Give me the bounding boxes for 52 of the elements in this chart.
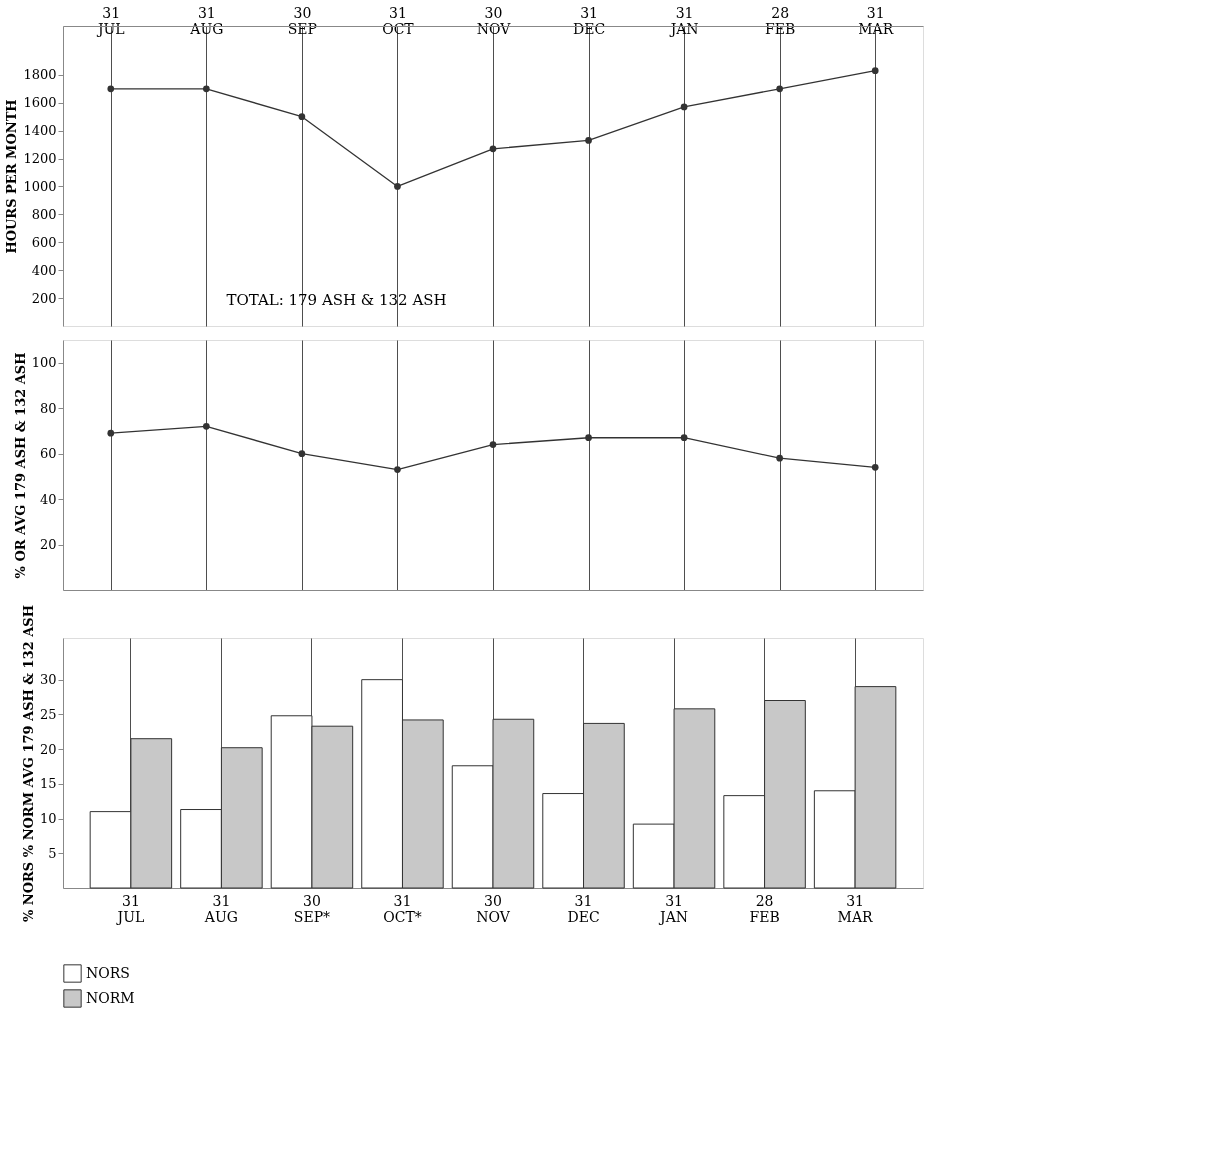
- y-tick-label: 800: [31, 206, 57, 222]
- point: [680, 434, 688, 442]
- x-tick-label: 31 JUL: [115, 892, 145, 925]
- point: [298, 450, 306, 457]
- y-tick-label: 40: [39, 491, 57, 507]
- y-tick-label: 400: [31, 262, 57, 278]
- point: [871, 67, 879, 74]
- y-tick-label: 5: [48, 845, 57, 861]
- point: [776, 454, 784, 462]
- y-tick-label: 1000: [23, 178, 57, 194]
- point: [871, 463, 879, 471]
- y-tick-label: 25: [39, 706, 57, 722]
- y-axis-title: % OR AVG 179 ASH & 132 ASH: [12, 352, 28, 579]
- y-tick-label: 20: [39, 537, 57, 553]
- y-tick-label: 60: [39, 446, 57, 462]
- point: [680, 103, 688, 111]
- point: [202, 85, 210, 93]
- point: [107, 85, 115, 93]
- y-tick-label: 1400: [23, 123, 57, 139]
- y-tick-label: 15: [39, 776, 57, 792]
- point: [298, 113, 306, 121]
- point: [585, 434, 592, 442]
- legend-label: NORM: [86, 989, 135, 1006]
- legend-label: NORS: [86, 964, 130, 981]
- x-tick-label: 31 MAR: [837, 892, 874, 925]
- y-axis-title: HOURS PER MONTH: [4, 99, 20, 254]
- point: [202, 423, 210, 430]
- y-tick-label: 200: [31, 290, 57, 306]
- y-tick-label: 80: [39, 400, 57, 416]
- x-tick-label: 31 JAN: [658, 892, 689, 925]
- x-tick-label: 31 AUG: [203, 892, 238, 925]
- y-tick-label: 20: [39, 741, 57, 757]
- point: [394, 466, 401, 473]
- y-tick-label: 600: [31, 234, 57, 250]
- point: [776, 85, 784, 93]
- point: [489, 145, 497, 153]
- x-tick-label: 28 FEB: [749, 892, 780, 925]
- x-tick-label: 30 SEP*: [293, 892, 331, 925]
- y-tick-label: 1800: [23, 67, 57, 83]
- point: [585, 137, 592, 144]
- point: [489, 441, 497, 448]
- y-tick-label: 100: [31, 355, 57, 371]
- y-tick-label: 10: [39, 811, 57, 827]
- y-tick-label: 1200: [23, 151, 57, 167]
- x-tick-label: 31 OCT*: [383, 892, 422, 925]
- x-tick-label: 31 DEC: [567, 892, 600, 925]
- x-tick-label: 30 NOV: [476, 892, 511, 925]
- point: [107, 429, 115, 437]
- y-axis-title: % NORS % NORM AVG 179 ASH & 132 ASH: [20, 604, 36, 923]
- y-tick-label: 1600: [23, 95, 57, 111]
- y-tick-label: 30: [39, 672, 57, 688]
- point: [394, 183, 401, 190]
